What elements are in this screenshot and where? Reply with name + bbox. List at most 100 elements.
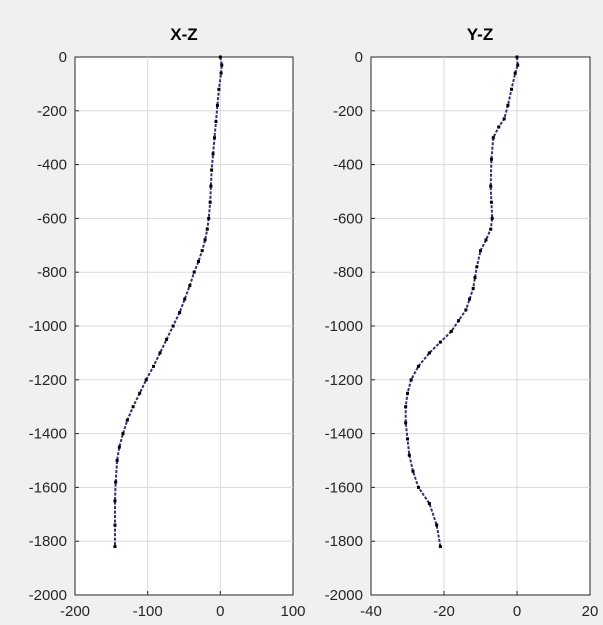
xz-ticks: -200 -100 0 1000-200-400-600-800-1000-1200-… [29, 49, 306, 620]
xz-data-point [207, 216, 211, 220]
yz-data-point [475, 265, 479, 269]
xz-data-point [158, 351, 162, 355]
xz-ytick-label: -1400 [29, 426, 67, 443]
yz-data-point [502, 117, 506, 121]
yz-data-point [471, 286, 475, 290]
xz-data-point [117, 445, 121, 449]
yz-data-point [404, 405, 408, 409]
xz-data-point [144, 378, 148, 382]
yz-data [404, 55, 520, 549]
yz-xtick-label: -20 [433, 603, 455, 620]
xz-data-point [213, 136, 217, 140]
xz-data [113, 55, 224, 549]
xz-data-point [183, 297, 187, 301]
yz-data-point [491, 136, 495, 140]
yz-data-point [457, 319, 461, 323]
yz-data-point [497, 125, 501, 129]
xz-data-point [215, 103, 219, 107]
yz-data-point [449, 329, 453, 333]
xz-ytick-label: -400 [37, 157, 67, 174]
xz-data-point [220, 63, 224, 67]
yz-data-point [489, 157, 493, 161]
yz-ytick-label: -400 [333, 157, 363, 174]
xz-data-point [203, 238, 207, 242]
yz-data-point [464, 308, 468, 312]
xz-data-point [115, 459, 119, 462]
yz-data-point [406, 437, 409, 441]
xz-data-point [219, 71, 223, 75]
yz-data-point [406, 391, 409, 395]
xz-data-point [178, 311, 182, 315]
yz-data-point [438, 545, 442, 549]
yz-data-point [506, 103, 510, 107]
xz-data-point [200, 249, 204, 253]
yz-data-point [516, 63, 520, 67]
yz-data-point [435, 523, 439, 527]
xz-data-point [171, 324, 175, 328]
xz-ytick-label: -600 [37, 210, 67, 227]
xz-data-point [125, 418, 129, 422]
yz-title: Y-Z [467, 25, 493, 44]
xz-data-point [188, 284, 192, 288]
yz-data-point [411, 469, 415, 473]
xz-xtick-label: 100 [280, 603, 305, 620]
yz-ytick-label: -1400 [325, 426, 363, 443]
yz-xtick-label: 20 [582, 603, 599, 620]
xz-data-point [217, 87, 221, 91]
yz-series-line [404, 56, 519, 547]
yz-ytick-label: -1200 [325, 372, 363, 389]
yz-ytick-label: -1600 [325, 479, 363, 496]
xz-title: X-Z [170, 25, 197, 44]
yz-data-point [468, 297, 472, 301]
xz-ytick-label: -200 [37, 103, 67, 120]
yz-xtick-label: 0 [513, 603, 521, 620]
yz-ytick-label: -2000 [325, 587, 363, 604]
xz-data-point [192, 270, 196, 274]
xz-data-point [165, 337, 169, 341]
xz-data-point [210, 168, 214, 172]
xz-xtick-label: 0 [216, 603, 224, 620]
xz-data-point [121, 432, 125, 436]
yz-data-point [484, 238, 488, 242]
yz-ytick-label: -600 [333, 210, 363, 227]
yz-data-point [404, 421, 408, 425]
yz-ytick-label: -1800 [325, 533, 363, 550]
yz-ytick-label: -800 [333, 264, 363, 281]
xz-ytick-label: -2000 [29, 587, 67, 604]
yz-data-point [489, 200, 493, 204]
yz-data-point [438, 340, 442, 344]
xz-data-point [113, 545, 117, 549]
xz-ytick-label: -1600 [29, 479, 67, 496]
yz-data-point [489, 227, 493, 231]
xz-data-point [113, 499, 117, 503]
yz-data-point [473, 276, 477, 280]
yz-ytick-label: -1000 [325, 318, 363, 335]
yz-ytick-label: -200 [333, 103, 363, 120]
xz-panel: -200 -100 0 1000-200-400-600-800-1000-1200-… [29, 25, 306, 620]
xz-data-point [138, 391, 142, 395]
yz-data-point [407, 453, 411, 457]
yz-data-point [427, 502, 431, 506]
xz-data-point [211, 152, 215, 156]
xz-data-point [214, 120, 218, 124]
xz-ytick-label: -1800 [29, 533, 67, 550]
yz-data-point [416, 364, 420, 368]
yz-data-point [409, 378, 413, 382]
xz-grid [75, 57, 293, 595]
yz-data-point [490, 216, 494, 220]
yz-data-point [515, 55, 519, 59]
xz-data-point [151, 364, 155, 368]
xz-data-point [218, 55, 222, 59]
xz-data-point [114, 480, 118, 484]
xz-ytick-label: 0 [59, 49, 67, 66]
xz-data-point [205, 227, 209, 231]
xz-data-point [209, 184, 213, 188]
xz-ytick-label: -1000 [29, 318, 67, 335]
xz-data-point [197, 259, 201, 263]
yz-ytick-label: 0 [355, 49, 363, 66]
yz-data-point [416, 485, 420, 489]
xz-ytick-label: -1200 [29, 372, 67, 389]
yz-panel: -40 -20 0 200-200-400-600-800-1000-1200-140… [325, 25, 599, 620]
xz-data-point [131, 405, 135, 409]
